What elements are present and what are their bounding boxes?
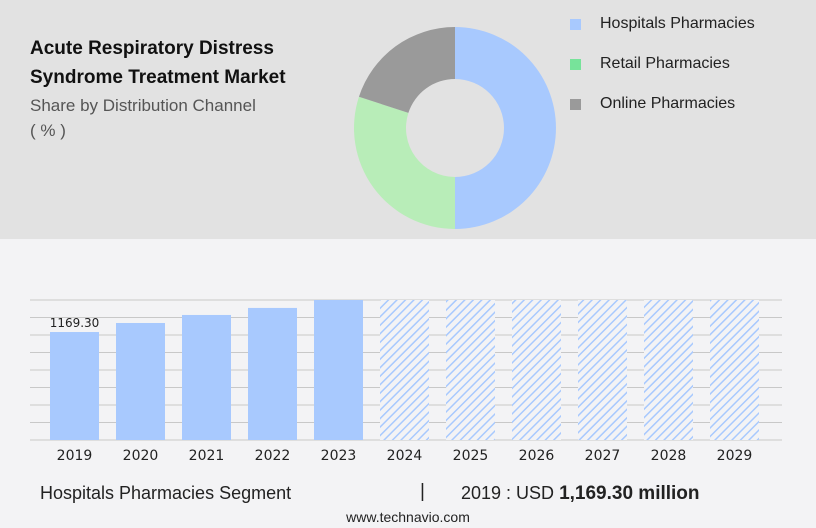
footer-amount: 1,169.30 million <box>559 483 700 504</box>
bar-forecast-2026 <box>512 300 561 440</box>
x-tick-label: 2023 <box>321 448 357 464</box>
footer-value: 2019 : USD 1,169.30 million <box>461 483 700 505</box>
bar-forecast-2028 <box>644 300 693 440</box>
x-tick-label: 2029 <box>717 448 753 464</box>
footer-segment: Hospitals Pharmacies Segment <box>40 483 292 503</box>
bar-forecast-2029 <box>710 300 759 440</box>
donut-chart <box>353 27 556 230</box>
x-tick-label: 2019 <box>57 448 93 464</box>
x-tick-label: 2025 <box>453 448 489 464</box>
legend-item-hospitals: Hospitals Pharmacies <box>570 15 790 35</box>
bar-2021 <box>182 314 231 440</box>
site-url: www.technavio.com <box>346 509 470 525</box>
bar-2020 <box>116 322 165 440</box>
legend-swatch <box>570 19 581 30</box>
bar-2019 <box>50 332 99 440</box>
donut-slice-retail-pharmacies <box>353 96 455 230</box>
data-label: 1169.30 <box>50 316 100 330</box>
bar-chart: 2019 1169.30 2020 2021 2022 2023 2024 2025 2026 2… <box>30 299 782 464</box>
legend-item-online: Online Pharmacies <box>570 95 790 115</box>
chart-title: Acute Respiratory Distress Syndrome Trea… <box>30 38 286 88</box>
footer-separator: | <box>420 481 425 502</box>
bar-2022 <box>248 307 297 440</box>
bar-forecast-2025 <box>446 300 495 440</box>
legend-label: Retail Pharmacies <box>600 55 730 72</box>
x-tick-label: 2026 <box>519 448 555 464</box>
x-tick-label: 2022 <box>255 448 291 464</box>
bar-2023 <box>314 300 363 440</box>
bar-forecast-2024 <box>380 300 429 440</box>
donut-slice-online-pharmacies <box>358 27 455 113</box>
legend-label: Hospitals Pharmacies <box>600 15 755 32</box>
legend-swatch <box>570 99 581 110</box>
x-tick-label: 2024 <box>387 448 423 464</box>
donut-slice-hospitals-pharmacies <box>455 27 556 229</box>
subtitle-unit: ( % ) <box>30 121 66 140</box>
legend-label: Online Pharmacies <box>600 95 736 112</box>
x-tick-label: 2020 <box>123 448 159 464</box>
legend-item-retail: Retail Pharmacies <box>570 55 790 75</box>
bar-forecast-2027 <box>578 300 627 440</box>
chart-subtitle: Share by Distribution Channel ( % ) <box>30 93 256 143</box>
footer-year: 2019 : USD <box>461 483 560 503</box>
subtitle-line: Share by Distribution Channel <box>30 96 256 115</box>
x-tick-label: 2028 <box>651 448 687 464</box>
legend-swatch <box>570 59 581 70</box>
x-tick-label: 2021 <box>189 448 225 464</box>
x-tick-label: 2027 <box>585 448 621 464</box>
